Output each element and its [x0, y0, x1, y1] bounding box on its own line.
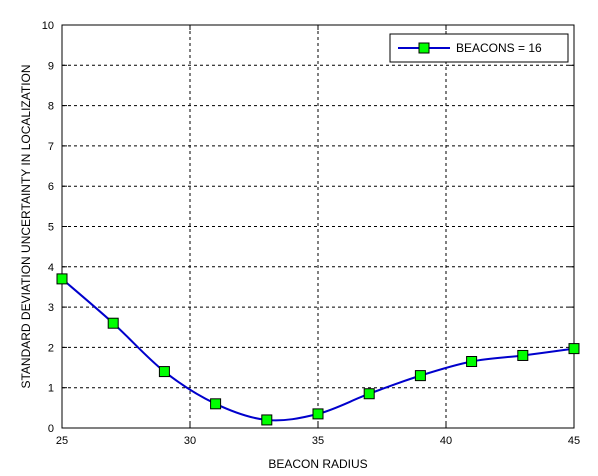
data-point-marker: [414, 370, 426, 382]
y-tick-label: 3: [48, 302, 54, 314]
data-point-marker: [56, 273, 68, 285]
y-tick-label: 4: [48, 262, 54, 274]
legend-marker-square: [418, 42, 430, 54]
legend: BEACONS = 16: [389, 33, 569, 63]
series-group: [56, 273, 580, 426]
y-tick-label: 7: [48, 141, 54, 153]
y-tick-label: 8: [48, 101, 54, 113]
data-point-marker: [517, 349, 529, 361]
y-tick-label: 9: [48, 60, 54, 72]
x-tick-label: 45: [568, 435, 580, 447]
data-point-marker: [210, 398, 222, 410]
y-axis-label: STANDARD DEVIATION UNCERTAINTY IN LOCALI…: [19, 64, 33, 388]
x-tick-label: 25: [56, 435, 68, 447]
y-tick-label: 2: [48, 342, 54, 354]
data-point-marker: [261, 414, 273, 426]
x-tick-label: 40: [440, 435, 452, 447]
y-tick-label: 6: [48, 181, 54, 193]
data-point-marker: [466, 356, 478, 368]
y-tick-label: 10: [42, 20, 54, 32]
x-tick-label: 30: [184, 435, 196, 447]
legend-entry-label: BEACONS = 16: [456, 41, 542, 55]
data-point-marker: [107, 317, 119, 329]
x-tick-label: 35: [312, 435, 324, 447]
data-point-marker: [363, 388, 375, 400]
y-tick-label: 0: [48, 423, 54, 435]
data-point-marker: [158, 366, 170, 378]
x-axis-label: BEACON RADIUS: [268, 457, 367, 471]
y-tick-label: 5: [48, 222, 54, 234]
data-point-marker: [312, 408, 324, 420]
data-point-marker: [568, 343, 580, 355]
grid-lines: [62, 25, 574, 428]
y-tick-label: 1: [48, 383, 54, 395]
